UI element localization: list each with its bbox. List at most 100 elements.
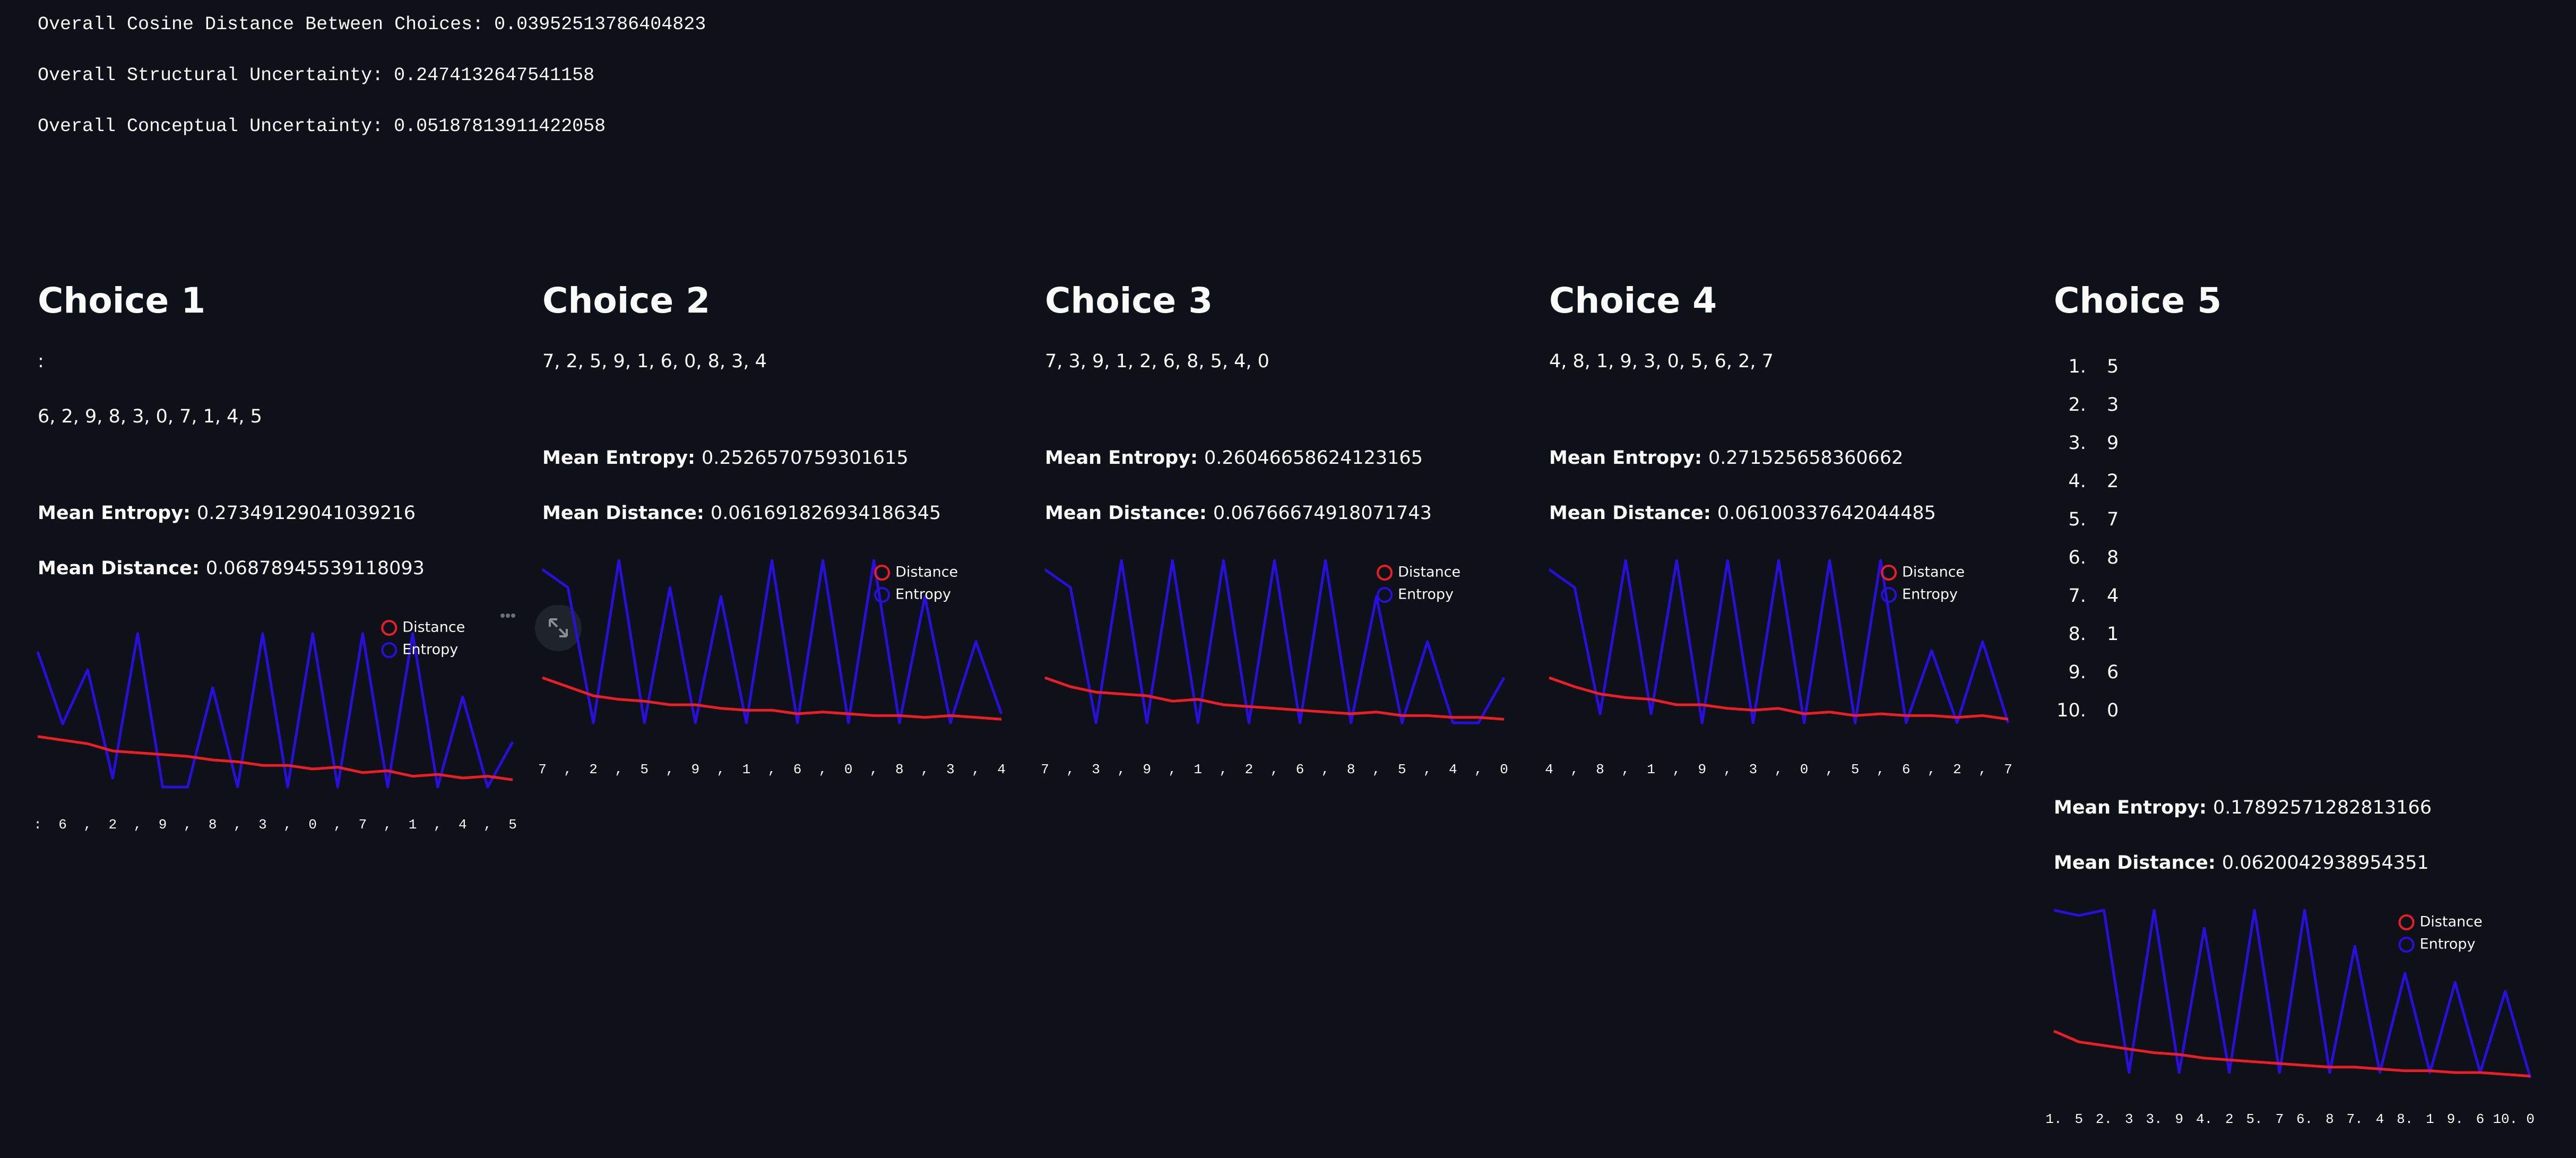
metric: Mean Entropy: 0.271525658360662 xyxy=(1549,444,2027,472)
metric-value: 0.061691826934186345 xyxy=(710,503,941,524)
metric-label: Mean Entropy: xyxy=(2054,797,2207,818)
summary-value: 0.2474132647541158 xyxy=(394,65,595,86)
x-tick-label: 4 xyxy=(2376,1111,2384,1127)
summary-value: 0.03952513786404823 xyxy=(494,14,706,35)
x-tick-label: 2 xyxy=(589,762,598,777)
summary-label: Overall Cosine Distance Between Choices: xyxy=(38,14,484,35)
x-tick-label: 4 xyxy=(459,817,467,833)
legend-marker xyxy=(874,587,891,603)
x-tick-label: , xyxy=(1570,762,1579,777)
summary-line: Overall Conceptual Uncertainty: 0.0518781… xyxy=(38,113,706,140)
x-tick-label: , xyxy=(665,762,674,777)
x-tick-label: 5. xyxy=(2246,1111,2262,1127)
x-tick-label: 3 xyxy=(1749,762,1758,777)
x-tick-label: , xyxy=(1168,762,1177,777)
x-tick-label: 6 xyxy=(1902,762,1911,777)
metric-value: 0.17892571282813166 xyxy=(2213,797,2432,818)
legend-marker xyxy=(1881,565,1897,581)
menu-dot[interactable] xyxy=(500,613,505,618)
series-line xyxy=(1548,559,2010,724)
choice-text: 6, 2, 9, 8, 3, 0, 7, 1, 4, 5 xyxy=(38,406,262,427)
metric: Mean Distance: 0.06100337642044485 xyxy=(1549,499,2027,527)
legend-marker xyxy=(381,642,397,658)
metric-label: Mean Entropy: xyxy=(1045,447,1198,469)
metric-label: Mean Entropy: xyxy=(542,447,696,469)
x-tick-label: 7 xyxy=(2004,762,2012,777)
list-item: 6 xyxy=(2092,653,2531,692)
metric-value: 0.06766674918071743 xyxy=(1213,503,1432,524)
summary-label: Overall Conceptual Uncertainty: xyxy=(38,116,384,137)
chart-toolbar xyxy=(500,605,582,651)
series-line xyxy=(1044,559,1506,724)
summary-label: Overall Structural Uncertainty: xyxy=(38,65,384,86)
x-tick-label: 8 xyxy=(895,762,904,777)
metric-value: 0.2526570759301615 xyxy=(702,447,909,469)
series-line xyxy=(1044,676,1505,721)
list-item: 3 xyxy=(2092,386,2531,424)
legend-label: Distance xyxy=(1902,564,1965,581)
x-tick-label: , xyxy=(1978,762,1987,777)
legend-label: Distance xyxy=(1398,564,1460,581)
legend-marker xyxy=(1377,565,1393,581)
line-chart: :6, 2, 9, 8, 3, 0, 7, 1, 4, 5 Distance Entropy xyxy=(33,619,517,833)
x-tick-label: 8 xyxy=(1596,762,1604,777)
x-tick-label: 9 xyxy=(2175,1111,2184,1127)
x-tick-label: : xyxy=(33,817,42,833)
expand-icon[interactable] xyxy=(549,618,568,637)
metric-label: Mean Distance: xyxy=(1549,503,1711,524)
legend-marker xyxy=(2398,914,2415,930)
x-tick-label: , xyxy=(434,817,442,833)
x-tick-label: 7 xyxy=(359,817,367,833)
x-tick-label: 6 xyxy=(793,762,802,777)
line-chart: 7, 2, 5, 9, 1, 6, 0, 8, 3, 4 Distance Entropy xyxy=(538,559,1006,777)
menu-dot[interactable] xyxy=(511,613,515,618)
choice-text: : xyxy=(38,351,44,372)
choice-title: Choice 3 xyxy=(1045,280,1213,321)
metric: Mean Distance: 0.06766674918071743 xyxy=(1045,499,1523,527)
x-tick-label: 2 xyxy=(2225,1111,2234,1127)
metric-label: Mean Distance: xyxy=(542,503,704,524)
x-tick-label: 6 xyxy=(2476,1111,2485,1127)
legend-marker xyxy=(1881,587,1897,603)
list-item: 2 xyxy=(2092,462,2531,500)
expand-button[interactable] xyxy=(535,605,582,651)
x-tick-label: 6 xyxy=(58,817,67,833)
x-tick-label: , xyxy=(819,762,827,777)
x-tick-label: 1 xyxy=(2426,1111,2434,1127)
choice-list: 5392784160 xyxy=(2054,348,2531,730)
choice-column: Choice 3 7, 3, 9, 1, 2, 6, 8, 5, 4, 0 Mean… xyxy=(1041,280,1523,780)
x-tick-label: 3 xyxy=(946,762,955,777)
x-tick-label: 3. xyxy=(2146,1111,2162,1127)
x-tick-label: 9 xyxy=(1143,762,1151,777)
choice-text: 7, 2, 5, 9, 1, 6, 0, 8, 3, 4 xyxy=(542,351,767,372)
metric: Mean Entropy: 0.26046658624123165 xyxy=(1045,444,1523,472)
x-tick-label: 8 xyxy=(1347,762,1355,777)
list-item: 7 xyxy=(2092,500,2531,539)
summary-value: 0.05187813911422058 xyxy=(394,116,606,137)
x-tick-label: , xyxy=(1672,762,1681,777)
x-tick-label: 10. xyxy=(2493,1111,2518,1127)
x-tick-label: 0 xyxy=(844,762,853,777)
series-line xyxy=(541,559,1003,724)
x-tick-label: 7. xyxy=(2347,1111,2363,1127)
series-line xyxy=(2053,909,2532,1078)
menu-dot[interactable] xyxy=(506,613,510,618)
x-tick-label: 5 xyxy=(1398,762,1406,777)
metric: Mean Distance: 0.061691826934186345 xyxy=(542,499,1020,527)
x-tick-label: , xyxy=(83,817,92,833)
choice-column: Choice 55392784160Mean Entropy:0.1789257… xyxy=(2045,280,2534,1129)
x-tick-label: 1 xyxy=(1647,762,1655,777)
x-tick-label: 9 xyxy=(691,762,700,777)
series-line xyxy=(37,735,513,781)
line-chart: 7, 3, 9, 1, 2, 6, 8, 5, 4, 0 Distance Entropy xyxy=(1041,559,1508,777)
x-tick-label: 0 xyxy=(1500,762,1508,777)
series-line xyxy=(36,632,514,789)
x-tick-label: , xyxy=(615,762,623,777)
metric: Mean Distance: 0.06878945539118093 xyxy=(38,555,515,582)
summary: Overall Cosine Distance Between Choices:… xyxy=(38,11,706,163)
choice-text: 4, 8, 1, 9, 3, 0, 5, 6, 2, 7 xyxy=(1549,351,1774,372)
x-tick-label: 4 xyxy=(1449,762,1457,777)
legend-marker xyxy=(1377,587,1393,603)
x-tick-label: , xyxy=(1724,762,1732,777)
choice-title: Choice 1 xyxy=(38,280,206,321)
